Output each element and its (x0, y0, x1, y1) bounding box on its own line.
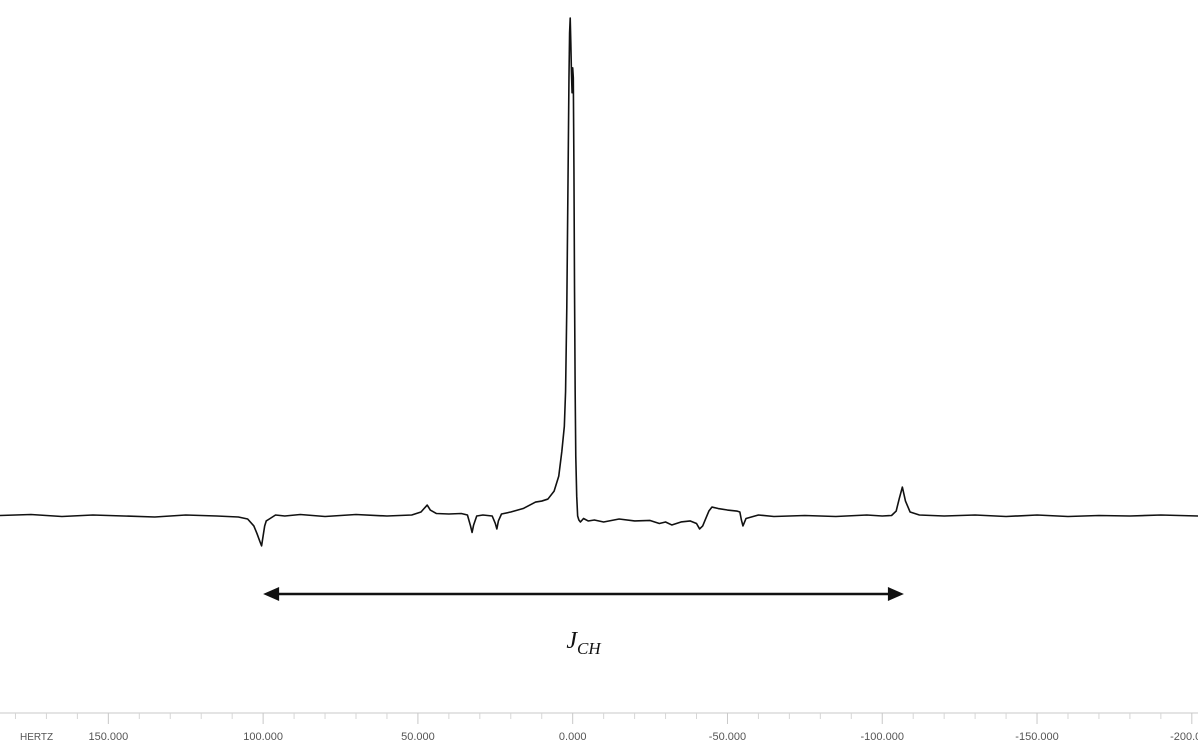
jch-label: JCH (566, 628, 602, 658)
jch-arrow-left-head (263, 587, 280, 601)
tick-label: -150.000 (1015, 731, 1058, 743)
tick-label: 100.000 (243, 731, 283, 743)
spectrum-line (0, 17, 1198, 547)
tick-label: 50.000 (401, 731, 435, 743)
tick-label: -100.000 (861, 731, 904, 743)
tick-label: -200.000 (1170, 731, 1198, 743)
jch-arrow-right-head (887, 587, 904, 601)
tick-label: 150.000 (88, 731, 128, 743)
frequency-axis: 150.000 100.000 50.000 0.000 -50.000 -100.000… (0, 712, 1198, 743)
tick-labels: 150.000 100.000 50.000 0.000 -50.000 -100.000… (88, 731, 1198, 743)
tick-label: 0.000 (559, 731, 587, 743)
jch-label-subscript: CH (577, 639, 602, 658)
x-axis-unit-label: HERTZ (20, 732, 53, 743)
spectrum-layer (0, 17, 1198, 547)
tick-marks (14, 713, 1193, 724)
coupling-annotation: JCH (263, 587, 904, 658)
jch-label-main: J (566, 628, 578, 654)
tick-label: -50.000 (709, 731, 746, 743)
